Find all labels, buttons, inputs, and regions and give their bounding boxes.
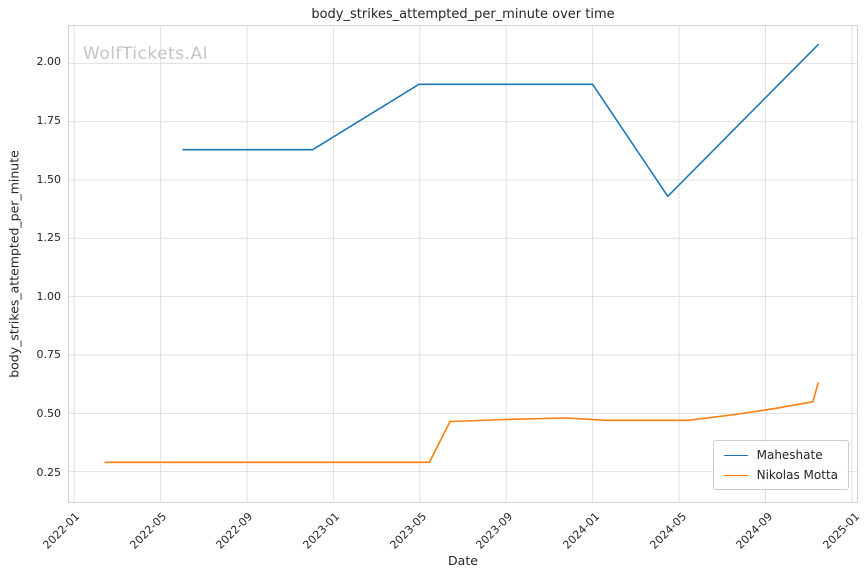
legend-label: Nikolas Motta	[756, 468, 838, 482]
x-tick-label: 2023-09	[473, 510, 516, 552]
plot-area: WolfTickets.AI Maheshate Nikolas Motta	[68, 25, 858, 503]
legend-line-swatch	[723, 474, 748, 476]
x-tick-label: 2024-09	[733, 510, 776, 552]
y-axis-label: body_strikes_attempted_per_minute	[6, 150, 22, 378]
plot-canvas	[69, 26, 857, 502]
y-tick-label: 2.00	[36, 55, 62, 69]
x-tick-label: 2024-01	[560, 510, 603, 552]
x-tick-label: 2023-01	[300, 510, 343, 552]
chart-title: body_strikes_attempted_per_minute over t…	[311, 7, 615, 22]
legend-item: Nikolas Motta	[723, 468, 838, 482]
y-tick-label: 1.00	[36, 289, 62, 303]
series-line-maheshate	[182, 43, 819, 198]
legend: Maheshate Nikolas Motta	[712, 440, 849, 490]
watermark: WolfTickets.AI	[83, 44, 209, 64]
legend-line-swatch	[723, 454, 748, 456]
y-tick-label: 1.25	[36, 231, 62, 245]
x-tick-label: 2023-05	[387, 510, 429, 552]
x-tick-label: 2022-09	[213, 510, 256, 552]
series-line-nikolas-motta	[104, 382, 819, 464]
y-tick-label: 0.50	[36, 406, 62, 420]
legend-item: Maheshate	[723, 448, 838, 462]
x-tick-label: 2022-01	[40, 510, 83, 552]
y-tick-label: 0.25	[36, 465, 62, 479]
legend-label: Maheshate	[756, 448, 823, 462]
x-axis-label: Date	[448, 553, 478, 568]
y-tick-label: 0.75	[36, 348, 62, 362]
y-tick-label: 1.75	[36, 114, 62, 128]
x-tick-label: 2025-01	[820, 510, 863, 552]
x-tick-label: 2024-05	[647, 510, 689, 552]
y-tick-label: 1.50	[36, 172, 62, 186]
x-tick-label: 2022-05	[127, 510, 170, 552]
